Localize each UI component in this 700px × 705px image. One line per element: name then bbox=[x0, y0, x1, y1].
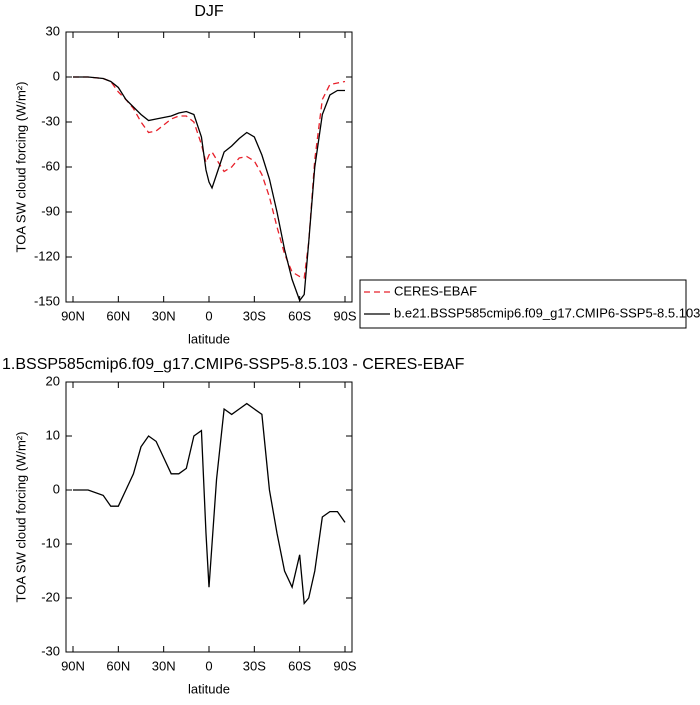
legend: CERES-EBAF b.e21.BSSP585cmip6.f09_g17.CMI… bbox=[359, 279, 700, 329]
x-tick-label: 90S bbox=[333, 308, 356, 323]
y-tick-label: 20 bbox=[46, 373, 60, 388]
x-tick-label: 90S bbox=[333, 658, 356, 673]
x-tick-label: 0 bbox=[205, 658, 212, 673]
y-tick-label: 0 bbox=[53, 481, 60, 496]
y-tick-label: -20 bbox=[41, 589, 60, 604]
chart-title: 1.BSSP585cmip6.f09_g17.CMIP6-SSP5-8.5.10… bbox=[2, 356, 465, 373]
data-line bbox=[73, 402, 346, 606]
x-tick-label: 60N bbox=[106, 658, 130, 673]
x-tick-label: 90N bbox=[61, 308, 85, 323]
y-axis-label: TOA SW cloud forcing (W/m²) bbox=[13, 432, 28, 603]
x-tick-label: 60N bbox=[106, 308, 130, 323]
x-tick-label: 60S bbox=[288, 658, 311, 673]
data-line bbox=[73, 76, 345, 302]
y-tick-label: -90 bbox=[41, 203, 60, 218]
x-tick-label: 0 bbox=[205, 308, 212, 323]
x-tick-label: 90N bbox=[61, 658, 85, 673]
y-tick-label: -30 bbox=[41, 643, 60, 658]
y-tick-label: -60 bbox=[41, 158, 60, 173]
plot-frame bbox=[65, 381, 353, 653]
x-tick-label: 60S bbox=[288, 308, 311, 323]
y-axis-label: TOA SW cloud forcing (W/m²) bbox=[13, 82, 28, 253]
data-line bbox=[73, 76, 346, 279]
x-tick-label: 30S bbox=[243, 658, 266, 673]
legend-label: CERES-EBAF bbox=[394, 283, 477, 298]
y-tick-label: 10 bbox=[46, 427, 60, 442]
x-tick-label: 30N bbox=[152, 658, 176, 673]
plot-frame bbox=[65, 31, 353, 303]
y-tick-label: 0 bbox=[53, 68, 60, 83]
x-axis-label: latitude bbox=[188, 681, 230, 696]
y-tick-label: -150 bbox=[34, 293, 60, 308]
y-tick-label: 30 bbox=[46, 23, 60, 38]
legend-label: b.e21.BSSP585cmip6.f09_g17.CMIP6-SSP5-8.… bbox=[394, 305, 700, 320]
legend-frame bbox=[359, 279, 687, 329]
y-tick-label: -30 bbox=[41, 113, 60, 128]
y-tick-label: -120 bbox=[34, 248, 60, 263]
x-axis-label: latitude bbox=[188, 331, 230, 346]
y-tick-label: -10 bbox=[41, 535, 60, 550]
x-tick-label: 30N bbox=[152, 308, 176, 323]
chart-title: DJF bbox=[194, 3, 224, 20]
x-tick-label: 30S bbox=[243, 308, 266, 323]
